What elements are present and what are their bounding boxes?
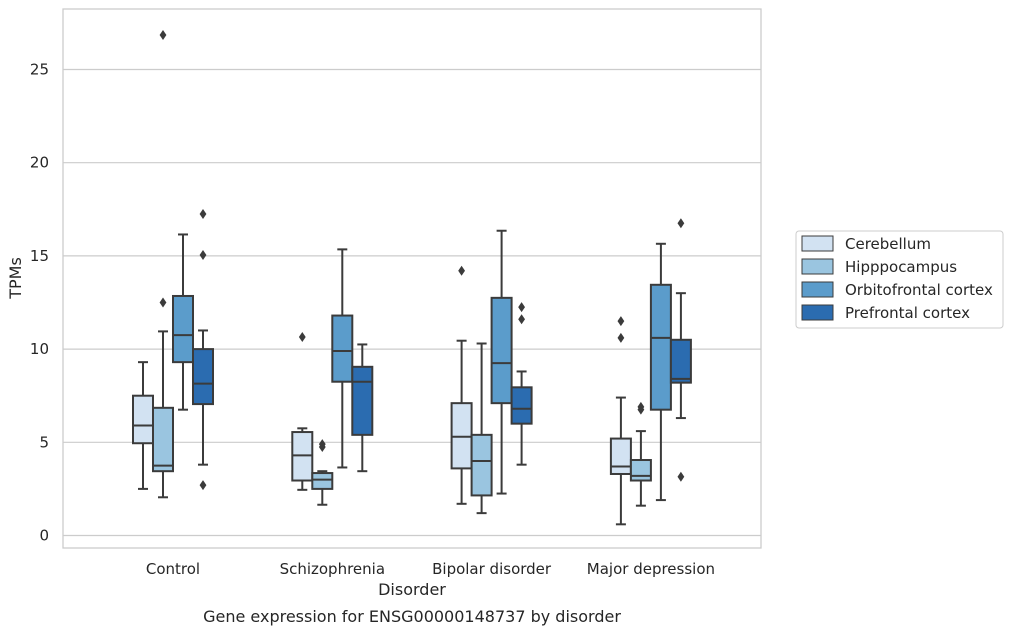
x-tick-label: Major depression bbox=[587, 560, 715, 578]
outlier-point bbox=[518, 302, 525, 313]
y-tick-label: 10 bbox=[30, 340, 49, 358]
box-cerebellum bbox=[291, 331, 314, 491]
outlier-point bbox=[199, 208, 207, 219]
box-iqr bbox=[172, 294, 194, 364]
box-iqr bbox=[609, 437, 632, 475]
box-prefrontal-cortex bbox=[669, 218, 692, 482]
chart-caption: Gene expression for ENSG00000148737 by d… bbox=[203, 607, 621, 626]
plot-area-frame bbox=[62, 8, 762, 549]
legend-swatch bbox=[801, 258, 834, 275]
box-iqr bbox=[152, 406, 174, 473]
y-axis-label: TPMs bbox=[6, 257, 25, 300]
box-hipppocampus bbox=[311, 439, 334, 506]
legend-label: Cerebellum bbox=[845, 235, 931, 253]
box-iqr bbox=[629, 459, 652, 482]
box-series bbox=[132, 30, 692, 526]
box-iqr bbox=[192, 348, 214, 406]
legend-frame bbox=[795, 230, 1004, 329]
box-prefrontal-cortex bbox=[351, 343, 374, 473]
box-hipppocampus bbox=[152, 30, 174, 499]
y-tick-labels: 0 5 10 15 20 25 bbox=[30, 61, 49, 545]
x-tick-labels: Control Schizophrenia Bipolar disorder Majo… bbox=[146, 560, 715, 578]
y-tick-label: 20 bbox=[30, 154, 49, 172]
box-cerebellum bbox=[609, 316, 632, 526]
x-tick-label: Schizophrenia bbox=[280, 560, 385, 578]
outlier-point bbox=[318, 439, 326, 450]
box-iqr bbox=[470, 433, 493, 497]
box-cerebellum bbox=[450, 265, 473, 505]
y-tick-label: 15 bbox=[30, 247, 49, 265]
box-iqr bbox=[311, 472, 334, 490]
box-hipppocampus bbox=[470, 342, 493, 515]
box-prefrontal-cortex bbox=[510, 302, 533, 466]
outlier-point bbox=[458, 265, 465, 276]
box-orbitofrontal-cortex bbox=[490, 229, 513, 495]
box-cerebellum bbox=[132, 361, 154, 490]
box-orbitofrontal-cortex bbox=[649, 242, 672, 502]
y-tick-label: 5 bbox=[39, 433, 49, 451]
outlier-point bbox=[617, 332, 625, 343]
outlier-point bbox=[159, 297, 167, 308]
box-orbitofrontal-cortex bbox=[172, 233, 194, 411]
legend-swatch bbox=[801, 235, 834, 252]
box-iqr bbox=[331, 314, 354, 383]
box-iqr bbox=[351, 365, 374, 436]
box-iqr bbox=[649, 283, 672, 411]
outlier-point bbox=[199, 249, 207, 260]
y-tick-label: 25 bbox=[30, 61, 49, 79]
x-tick-label: Bipolar disorder bbox=[432, 560, 552, 578]
legend-label: Prefrontal cortex bbox=[845, 304, 970, 322]
outlier-point bbox=[617, 316, 625, 327]
box-iqr bbox=[669, 338, 692, 384]
box-orbitofrontal-cortex bbox=[331, 248, 354, 469]
box-prefrontal-cortex bbox=[192, 208, 214, 491]
legend: Cerebellum Hipppocampus Orbitofrontal cort… bbox=[795, 230, 1004, 329]
x-tick-label: Control bbox=[146, 560, 200, 578]
box-iqr bbox=[490, 296, 513, 405]
outlier-point bbox=[677, 471, 685, 482]
x-axis-label: Disorder bbox=[378, 580, 446, 599]
y-tick-label: 0 bbox=[39, 527, 49, 545]
box-iqr bbox=[510, 386, 533, 425]
outlier-point bbox=[159, 30, 167, 41]
outlier-point bbox=[677, 218, 685, 229]
outlier-point bbox=[518, 314, 525, 325]
box-hipppocampus bbox=[629, 401, 652, 507]
outlier-point bbox=[199, 480, 207, 491]
box-iqr bbox=[132, 394, 154, 445]
legend-swatch bbox=[801, 281, 834, 298]
legend-label: Hipppocampus bbox=[845, 258, 957, 276]
outlier-point bbox=[298, 331, 306, 342]
outlier-point bbox=[637, 401, 645, 412]
legend-label: Orbitofrontal cortex bbox=[845, 281, 993, 299]
legend-swatch bbox=[801, 304, 834, 321]
